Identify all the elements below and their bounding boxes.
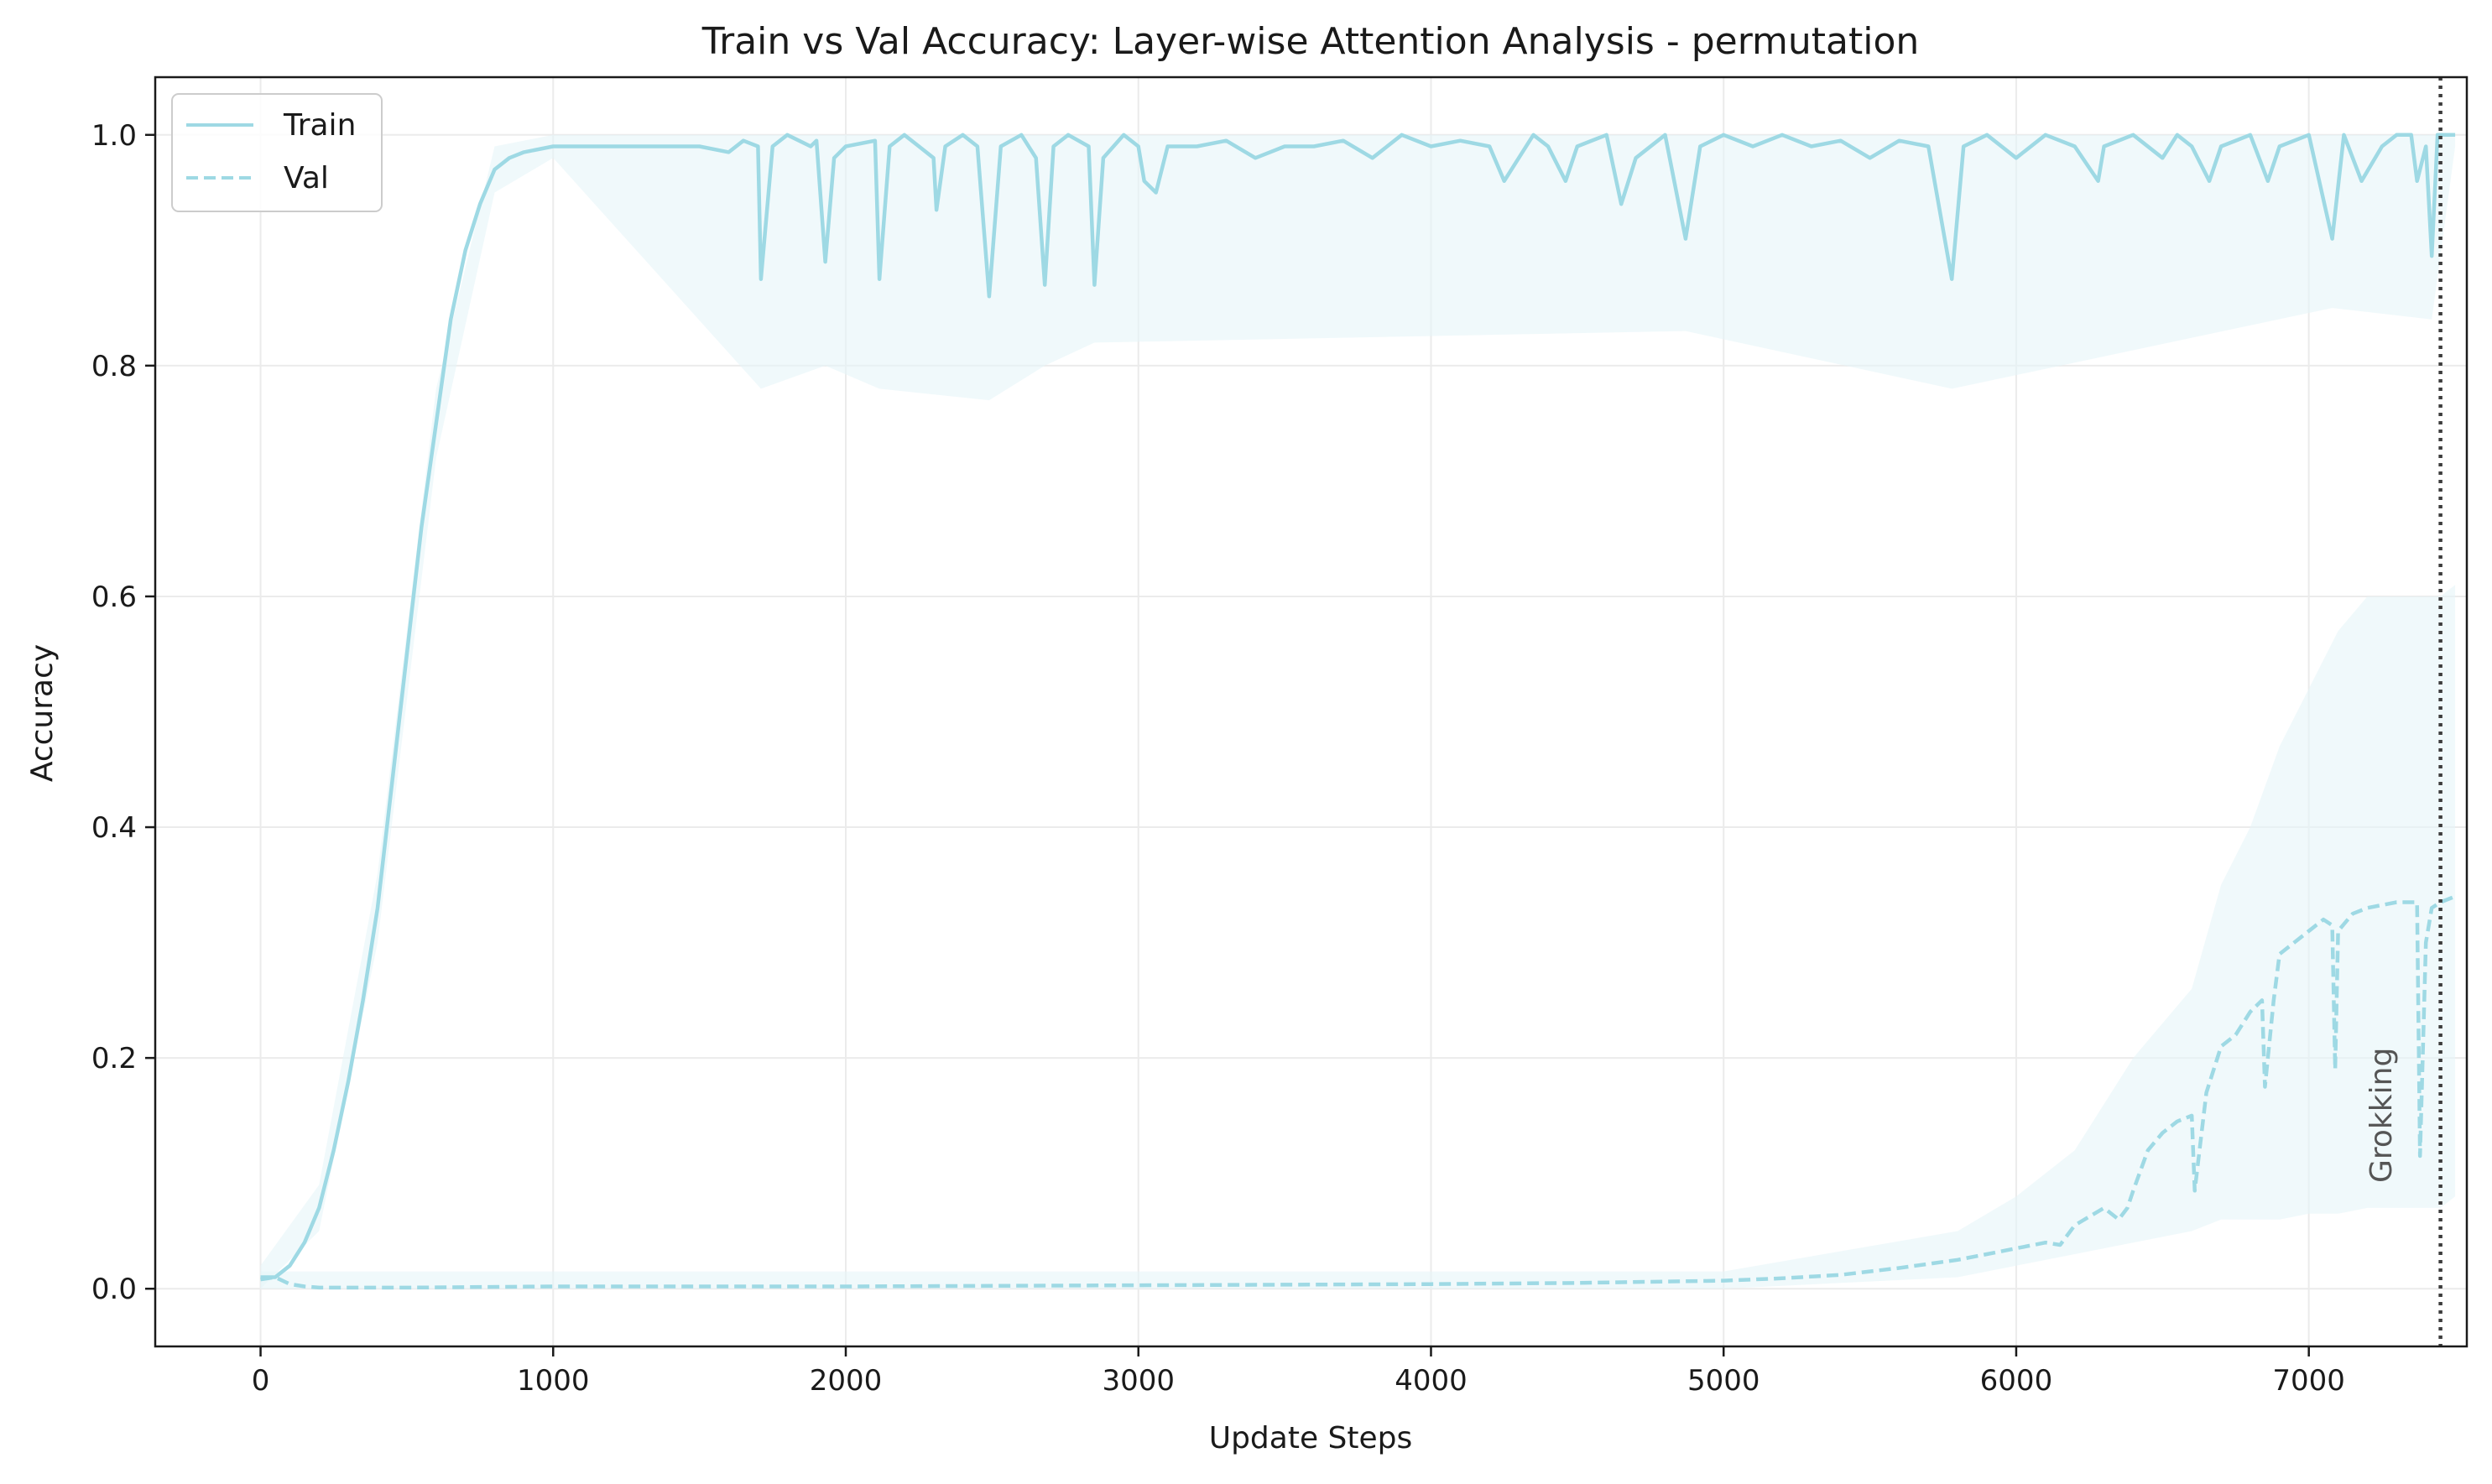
x-tick-label: 3000 xyxy=(1102,1364,1175,1398)
x-axis-label: Update Steps xyxy=(1209,1421,1413,1455)
x-tick-label: 1000 xyxy=(517,1364,590,1398)
x-tick-label: 0 xyxy=(252,1364,270,1398)
train-accuracy-line xyxy=(260,133,2456,1279)
band-layer xyxy=(260,134,2456,1289)
y-tick-label: 0.0 xyxy=(91,1273,137,1306)
val-confidence-band xyxy=(260,585,2456,1289)
x-tick-label: 7000 xyxy=(2272,1364,2345,1398)
plot-frame xyxy=(154,76,2469,1348)
legend-label-val: Val xyxy=(284,161,329,195)
legend-label-train: Train xyxy=(283,108,356,143)
val-accuracy-line xyxy=(260,894,2456,1290)
tick-layer: 0 1000 2000 3000 4000 5000 6000 7000 0.0 0.2 0.4 0.… xyxy=(91,119,2345,1398)
grokking-annotation: Grokking xyxy=(2364,1048,2399,1183)
x-tick-label: 4000 xyxy=(1395,1364,1468,1398)
x-tick-label: 5000 xyxy=(1687,1364,1760,1398)
y-tick-label: 0.2 xyxy=(91,1042,137,1075)
y-tick-label: 1.0 xyxy=(91,119,137,153)
y-tick-label: 0.4 xyxy=(91,811,137,845)
x-tick-label: 6000 xyxy=(1980,1364,2053,1398)
y-tick-label: 0.8 xyxy=(91,350,137,383)
chart-title: Train vs Val Accuracy: Layer-wise Attent… xyxy=(701,20,1920,63)
train-confidence-band xyxy=(260,134,2456,1289)
y-axis-label: Accuracy xyxy=(25,644,60,782)
legend: Train Val xyxy=(171,93,383,212)
x-tick-label: 2000 xyxy=(810,1364,883,1398)
y-tick-label: 0.6 xyxy=(91,581,137,614)
line-layer xyxy=(260,133,2456,1290)
